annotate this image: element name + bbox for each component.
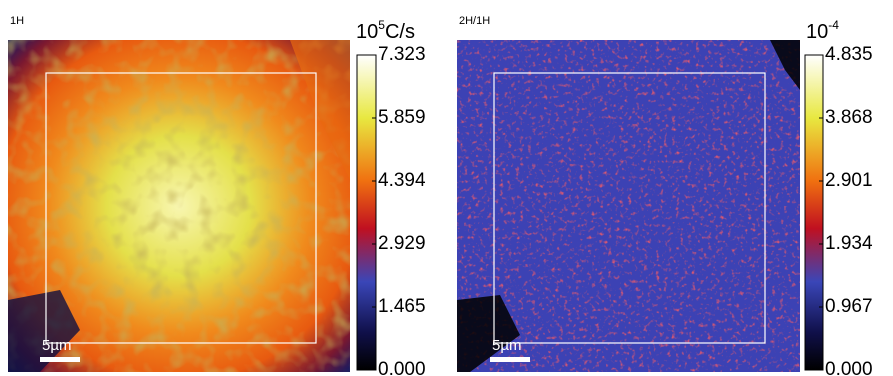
unit-base: 10 — [806, 21, 828, 43]
image-1h — [8, 40, 350, 372]
colorbar — [356, 54, 377, 371]
colorbar-tick-label: 2.901 — [825, 170, 873, 191]
colorbar-tick-label: 7.323 — [378, 44, 426, 65]
colorbar-tick-label: 3.868 — [825, 107, 873, 128]
scale-bar-label: 5µm — [42, 337, 71, 354]
colorbar-tick-label: 4.394 — [378, 170, 426, 191]
colorbar-tick-label: 0.967 — [825, 296, 873, 317]
colorbar-tick-label: 0.000 — [378, 359, 426, 376]
colorbar-tick-label: 0.000 — [825, 359, 873, 376]
panel-label: 1H — [10, 15, 24, 27]
colorbar-tick-label: 5.859 — [378, 107, 426, 128]
colorbar-tick-label: 2.929 — [378, 233, 426, 254]
unit-label: 105C/s — [356, 18, 415, 43]
unit-label: 10-4 — [806, 18, 839, 43]
colorbar-tick-label: 4.835 — [825, 44, 873, 65]
unit-exponent: 5 — [378, 18, 385, 32]
colorbar — [804, 54, 824, 371]
colorbar-tick-label: 1.465 — [378, 296, 426, 317]
unit-exponent: -4 — [828, 18, 839, 32]
unit-base: 10 — [356, 21, 378, 43]
panel-label: 2H/1H — [459, 15, 490, 27]
image-2h-1h — [457, 40, 800, 372]
colorbar-tick-label: 1.934 — [825, 233, 873, 254]
scale-bar-label: 5µm — [492, 337, 521, 354]
unit-suffix: C/s — [385, 21, 415, 43]
